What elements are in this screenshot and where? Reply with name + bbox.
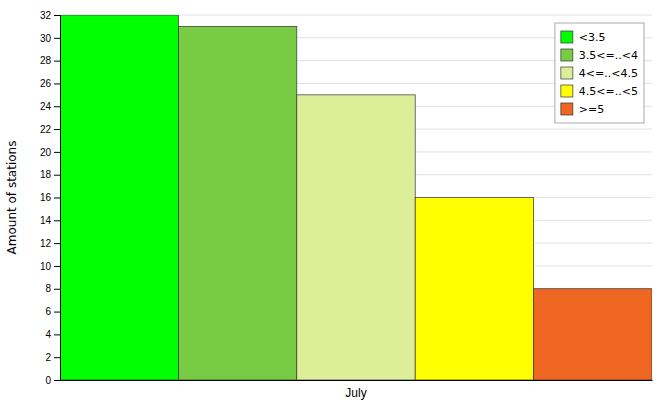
y-tick-mark xyxy=(54,357,60,358)
y-tick-label: 32 xyxy=(40,10,52,21)
y-tick-label: 8 xyxy=(45,283,51,294)
y-tick: 28 xyxy=(40,55,60,66)
y-tick-label: 12 xyxy=(40,238,52,249)
y-tick-label: 2 xyxy=(45,352,51,363)
y-tick-mark xyxy=(54,243,60,244)
legend-label: >=5 xyxy=(579,103,604,116)
y-tick: 26 xyxy=(40,78,60,89)
legend-item: <3.5 xyxy=(561,31,606,44)
y-tick: 6 xyxy=(45,306,60,317)
y-tick-mark xyxy=(54,334,60,335)
y-tick-label: 28 xyxy=(40,55,52,66)
legend-label: 4.5<=..<5 xyxy=(579,85,638,98)
y-tick-label: 26 xyxy=(40,78,52,89)
y-tick: 0 xyxy=(45,375,60,386)
y-tick-mark xyxy=(54,38,60,39)
bar xyxy=(178,26,296,380)
legend-swatch xyxy=(561,31,573,43)
y-axis-line xyxy=(54,16,61,381)
legend-frame xyxy=(555,23,644,123)
y-tick: 14 xyxy=(40,215,60,226)
legend-swatch xyxy=(561,67,573,79)
x-tick-label: July xyxy=(345,386,366,400)
legend-swatch xyxy=(561,103,573,115)
y-tick-mark xyxy=(54,106,60,107)
y-tick: 10 xyxy=(40,261,60,272)
x-tick: July xyxy=(345,380,366,400)
y-tick-label: 0 xyxy=(45,375,51,386)
chart-svg: 02468101214161820222426283032July<3.53.5… xyxy=(0,0,667,415)
y-axis-title: Amount of stations xyxy=(5,141,19,255)
y-tick-label: 18 xyxy=(40,169,52,180)
y-tick: 32 xyxy=(40,10,60,21)
y-tick-mark xyxy=(54,175,60,176)
y-tick-mark xyxy=(54,83,60,84)
y-tick-label: 14 xyxy=(40,215,52,226)
y-tick-label: 30 xyxy=(40,33,52,44)
y-tick-label: 4 xyxy=(45,329,51,340)
y-axis: 02468101214161820222426283032 xyxy=(40,10,61,386)
y-tick: 2 xyxy=(45,352,60,363)
y-tick-mark xyxy=(54,220,60,221)
y-tick-label: 10 xyxy=(40,261,52,272)
bar xyxy=(60,15,178,380)
y-tick-mark xyxy=(54,289,60,290)
bar xyxy=(534,289,652,380)
y-tick-mark xyxy=(54,266,60,267)
x-axis-line xyxy=(61,380,653,381)
plot-area: 02468101214161820222426283032July<3.53.5… xyxy=(40,10,653,400)
legend-label: 4<=..<4.5 xyxy=(579,67,638,80)
y-tick-label: 16 xyxy=(40,192,52,203)
y-tick-label: 24 xyxy=(40,101,52,112)
y-tick-mark xyxy=(54,380,60,381)
y-tick-mark xyxy=(54,129,60,130)
y-tick: 30 xyxy=(40,33,60,44)
y-tick-mark xyxy=(54,15,60,16)
legend-label: <3.5 xyxy=(579,31,606,44)
bar xyxy=(297,95,415,380)
y-tick: 22 xyxy=(40,124,60,135)
y-tick: 18 xyxy=(40,169,60,180)
y-tick-label: 22 xyxy=(40,124,52,135)
y-tick: 20 xyxy=(40,147,60,158)
y-tick-mark xyxy=(54,198,60,199)
legend-item: 4<=..<4.5 xyxy=(561,67,638,80)
legend-swatch xyxy=(561,49,573,61)
legend-item: 3.5<=..<4 xyxy=(561,49,638,62)
y-tick: 8 xyxy=(45,283,60,294)
grid xyxy=(60,15,652,380)
legend-label: 3.5<=..<4 xyxy=(579,49,638,62)
y-tick: 4 xyxy=(45,329,60,340)
y-tick-mark xyxy=(54,312,60,313)
legend-item: 4.5<=..<5 xyxy=(561,85,638,98)
y-tick-label: 20 xyxy=(40,147,52,158)
bar xyxy=(415,198,533,381)
y-tick: 12 xyxy=(40,238,60,249)
y-tick-label: 6 xyxy=(45,306,51,317)
legend-swatch xyxy=(561,85,573,97)
chart-container: 02468101214161820222426283032July<3.53.5… xyxy=(0,0,667,415)
bars xyxy=(60,15,652,380)
y-tick-mark xyxy=(54,152,60,153)
x-axis: July xyxy=(61,380,653,400)
y-tick: 24 xyxy=(40,101,60,112)
legend-item: >=5 xyxy=(561,103,604,116)
legend: <3.5 3.5<=..<4 4<=..<4.5 4.5<=..<5 >=5 xyxy=(555,23,644,123)
y-tick: 16 xyxy=(40,192,60,203)
y-tick-mark xyxy=(54,61,60,62)
